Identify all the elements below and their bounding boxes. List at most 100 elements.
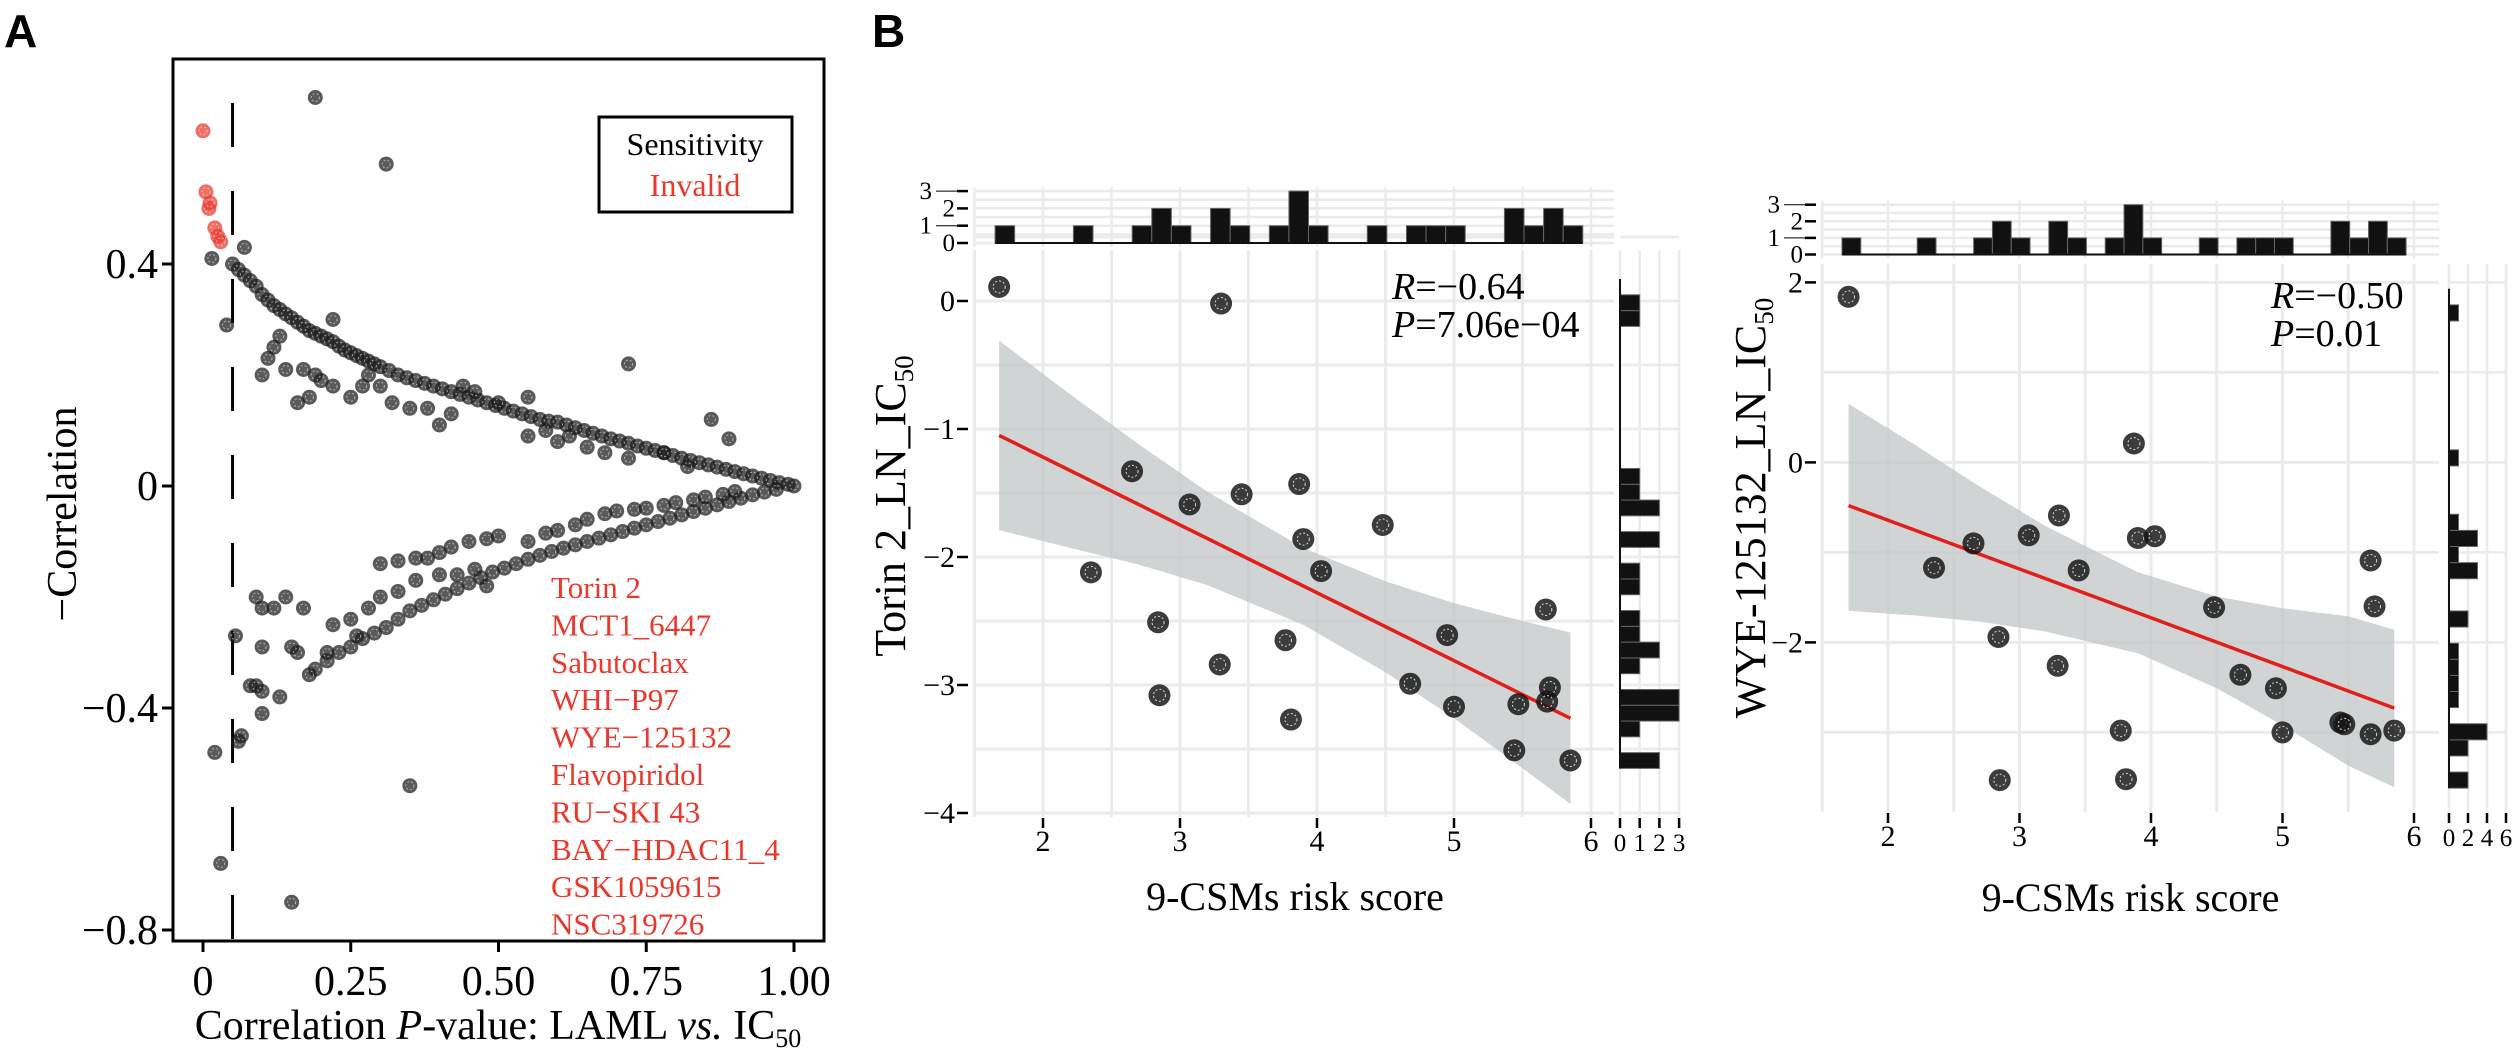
x-title-part: IC [723,1003,776,1048]
data-point [295,361,311,377]
data-point [626,501,642,517]
top-hist-bar [1841,237,1862,255]
data-point [2383,719,2406,742]
data-point-ring [2337,717,2351,731]
data-point [520,551,536,567]
data-point [686,504,702,520]
data-point-ring [201,187,211,197]
data-point-ring [759,487,769,497]
right-hist-tick-label: 2 [1653,830,1666,857]
data-point-ring [1125,464,1139,478]
data-point-ring [2131,531,2145,545]
data-point-ring [434,548,444,558]
data-point [579,439,595,455]
data-point [2109,719,2132,742]
top-hist-tick-label: 0 [1791,242,1804,269]
data-point [579,534,595,549]
data-point [408,572,424,588]
top-hist-bar [2198,237,2219,255]
right-hist-bar [2448,529,2478,548]
top-hist-bar [1131,225,1153,244]
data-point [1147,611,1170,634]
data-point [674,507,690,523]
data-point [1503,739,1526,762]
data-point-ring [393,614,403,624]
data-point [615,524,631,540]
right-hist-tick-label: 0 [1614,830,1627,857]
x-title-subscript: 50 [775,1024,801,1048]
x-title-part: -value: LAML [422,1003,677,1048]
data-point-ring [269,603,279,613]
data-point-ring [293,648,303,657]
data-point-ring [346,614,356,624]
data-point-ring [423,403,433,413]
top-hist-bar [1229,225,1251,244]
legend-invalid: Invalid [650,167,741,203]
right-hist-bar [1619,467,1641,485]
data-point-ring [612,506,622,516]
data-point [295,600,311,616]
data-point [307,90,323,105]
data-point [390,611,406,627]
data-point [204,250,220,266]
p-value: =0.01 [2294,313,2382,355]
x-axis-title: Correlation P-value: LAML vs. IC50 [195,1003,801,1048]
data-point [1923,556,1946,579]
data-point [272,328,288,344]
top-hist-bar [2368,220,2388,256]
data-point-ring [411,575,421,585]
data-point-ring [553,525,563,535]
data-point [378,620,394,636]
data-point-ring [363,603,373,613]
data-point-ring [1540,695,1554,709]
data-point-ring [304,670,314,680]
y-axis-title: WYE-125132_LN_IC50 [1726,298,1779,719]
data-point [520,428,536,444]
data-point [284,894,300,910]
data-point-ring [594,533,604,543]
data-point-ring [346,392,356,402]
data-point [266,339,282,355]
data-point-ring [1235,487,1249,501]
data-point-ring [1151,615,1165,629]
data-point [366,625,382,641]
legend-box [597,115,794,214]
x-tick-label: 0 [193,959,214,1005]
data-point [1079,561,1102,584]
top-hist-bar [1562,225,1584,244]
y-axis-title: −Correlation [40,407,86,622]
x-tick-label: 4 [1310,825,1325,858]
top-hist-bar [2349,237,2370,255]
y-tick-label: −1 [923,413,955,446]
data-point-ring [1539,602,1553,616]
top-hist-bar [994,225,1016,244]
data-point [656,497,672,513]
data-point [538,525,554,541]
data-point-ring [511,559,521,569]
right-hist-tick-label: 4 [2481,825,2494,852]
data-point [384,395,400,411]
data-point-ring [393,556,403,566]
right-hist-bar [1619,704,1680,722]
data-point [313,373,329,389]
y-tick-label: −2 [923,541,955,574]
right-hist-bar [2448,642,2459,660]
data-point [686,492,702,508]
data-point-ring [381,159,391,169]
data-point [550,434,566,450]
data-point [538,423,554,438]
data-point-ring [446,409,456,419]
data-point-ring [281,592,291,602]
data-point [1178,493,1201,516]
data-point-ring [239,242,249,252]
data-point [650,514,666,530]
data-point-ring [2276,725,2289,739]
data-point-ring [1292,477,1306,491]
drug-label: MCT1_6447 [551,607,711,642]
data-point-ring [541,528,551,538]
data-point-ring [671,498,681,508]
data-point-ring [434,420,444,430]
x-tick-label: 1.00 [757,959,831,1005]
data-point [1274,629,1297,652]
data-point-ring [198,126,208,136]
